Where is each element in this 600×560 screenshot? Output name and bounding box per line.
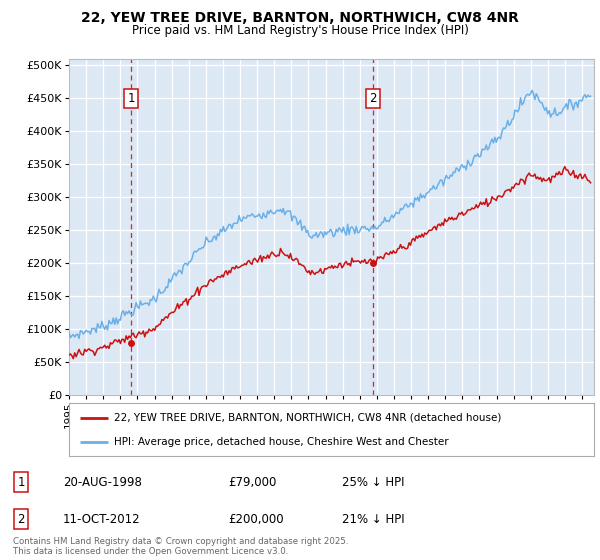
Text: 2: 2 [370, 92, 377, 105]
Text: £200,000: £200,000 [228, 513, 284, 526]
Text: 1: 1 [17, 476, 25, 489]
Text: Contains HM Land Registry data © Crown copyright and database right 2025.: Contains HM Land Registry data © Crown c… [13, 538, 349, 547]
Text: HPI: Average price, detached house, Cheshire West and Chester: HPI: Average price, detached house, Ches… [113, 437, 448, 447]
Text: 22, YEW TREE DRIVE, BARNTON, NORTHWICH, CW8 4NR: 22, YEW TREE DRIVE, BARNTON, NORTHWICH, … [81, 11, 519, 25]
Text: 22, YEW TREE DRIVE, BARNTON, NORTHWICH, CW8 4NR (detached house): 22, YEW TREE DRIVE, BARNTON, NORTHWICH, … [113, 413, 501, 423]
Text: 11-OCT-2012: 11-OCT-2012 [63, 513, 140, 526]
Text: 2: 2 [17, 513, 25, 526]
Text: 1: 1 [127, 92, 135, 105]
Text: 25% ↓ HPI: 25% ↓ HPI [342, 476, 404, 489]
Text: This data is licensed under the Open Government Licence v3.0.: This data is licensed under the Open Gov… [13, 548, 289, 557]
Text: 20-AUG-1998: 20-AUG-1998 [63, 476, 142, 489]
Text: Price paid vs. HM Land Registry's House Price Index (HPI): Price paid vs. HM Land Registry's House … [131, 24, 469, 36]
Text: 21% ↓ HPI: 21% ↓ HPI [342, 513, 404, 526]
Text: £79,000: £79,000 [228, 476, 277, 489]
